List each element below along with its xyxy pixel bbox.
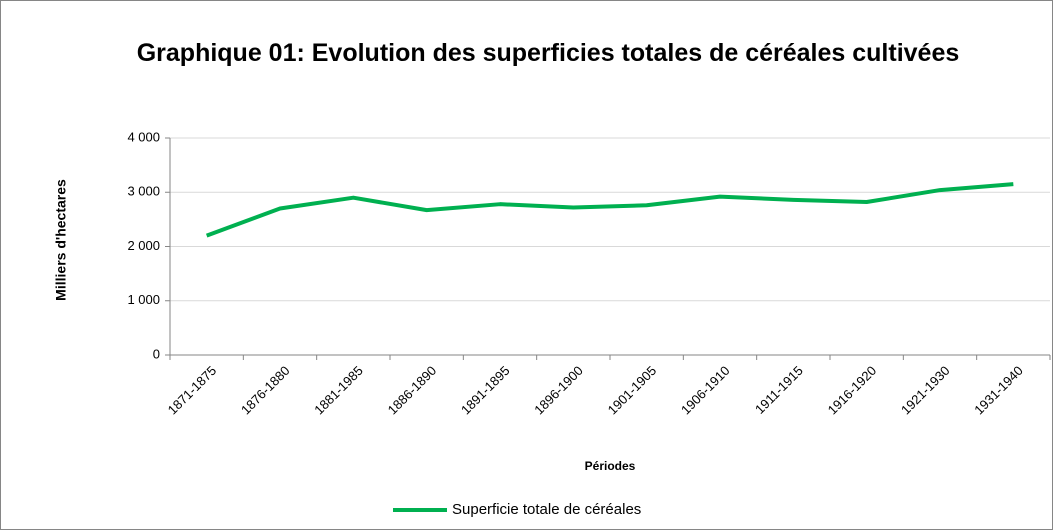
x-axis-label: Périodes	[585, 459, 636, 473]
chart-title: Graphique 01: Evolution des superficies …	[136, 39, 960, 67]
legend-label: Superficie totale de céréales	[452, 501, 641, 518]
line	[205, 182, 1014, 238]
y-tick-label: 3 000	[127, 184, 160, 199]
y-tick-label: 0	[153, 346, 160, 361]
y-tick-label: 4 000	[127, 129, 160, 144]
y-tick-label: 1 000	[127, 292, 160, 307]
y-tick-label: 2 000	[127, 238, 160, 253]
y-axis-label: Milliers d'hectares	[53, 179, 69, 301]
